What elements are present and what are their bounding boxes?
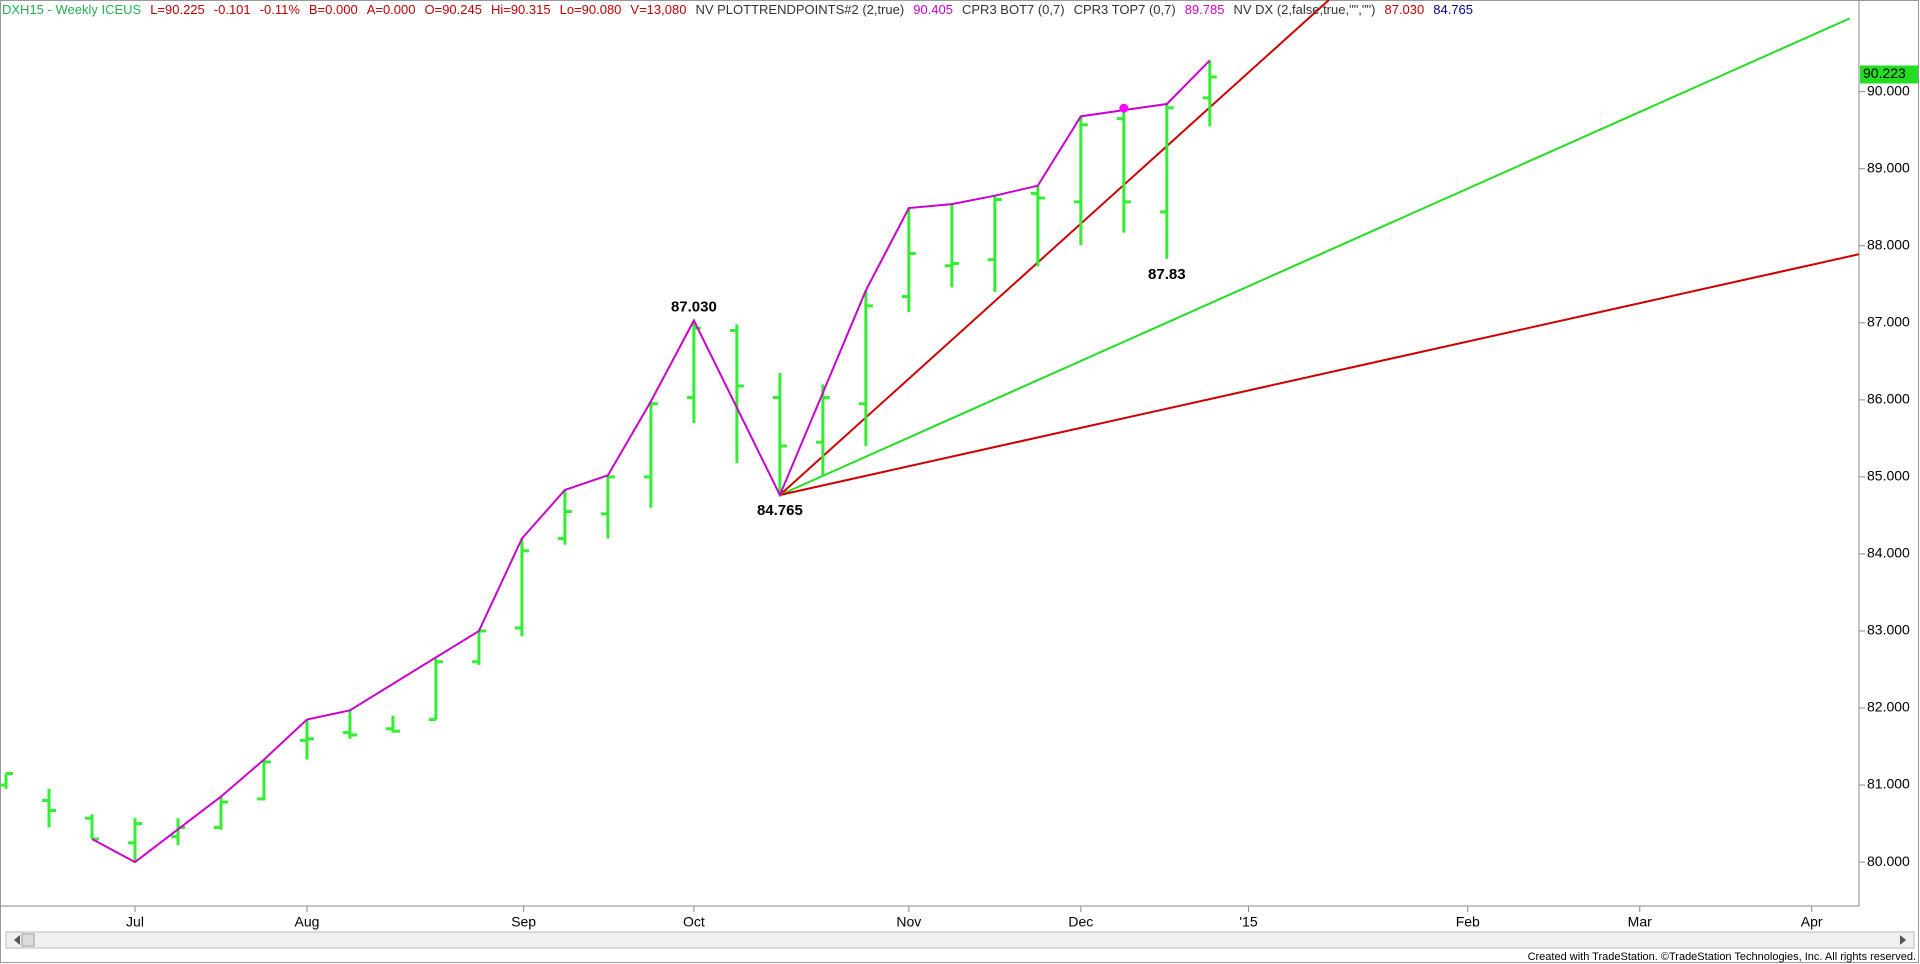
scroll-left[interactable] — [14, 935, 20, 945]
footer: Created with TradeStation. ©TradeStation… — [1528, 951, 1916, 963]
header-item: -0.11% — [259, 2, 300, 17]
y-tick-label: 86.000 — [1867, 391, 1910, 407]
marker — [1119, 103, 1129, 113]
y-tick-label: 88.000 — [1867, 236, 1910, 252]
y-tick-label: 89.000 — [1867, 159, 1910, 175]
x-tick-label: '15 — [1239, 914, 1257, 930]
header-item: -0.101 — [213, 2, 251, 17]
x-tick-label: Mar — [1628, 914, 1652, 930]
header-item: V=13,080 — [630, 2, 687, 17]
header-item: A=0.000 — [366, 2, 416, 17]
header-item: CPR3 BOT7 (0,7) — [962, 2, 1065, 17]
header-item: DXH15 - Weekly ICEUS — [2, 2, 142, 17]
header-item: L=90.225 — [150, 2, 205, 17]
header-item: O=90.245 — [424, 2, 482, 17]
header: DXH15 - Weekly ICEUS L=90.225 -0.101 -0.11%… — [2, 2, 1482, 17]
plot — [0, 0, 1859, 864]
y-tick-label: 80.000 — [1867, 853, 1910, 869]
x-tick-label: Sep — [511, 914, 536, 930]
scroll-thumb[interactable] — [21, 933, 35, 947]
x-tick-label: Aug — [295, 914, 320, 930]
y-tick-label: 82.000 — [1867, 699, 1910, 715]
trend-line — [779, 17, 1850, 496]
header-item: B=0.000 — [308, 2, 358, 17]
trend-line — [779, 0, 1330, 496]
scroll-right[interactable] — [1900, 935, 1906, 945]
y-tick-label: 83.000 — [1867, 622, 1910, 638]
y-tick-label: 84.000 — [1867, 545, 1910, 561]
header-item: 90.405 — [913, 2, 953, 17]
header-item: 87.030 — [1384, 2, 1425, 17]
last-price-label: 90.223 — [1863, 65, 1906, 81]
header-item: 89.785 — [1184, 2, 1225, 17]
header-item: CPR3 TOP7 (0,7) — [1073, 2, 1176, 17]
x-tick-label: Feb — [1456, 914, 1480, 930]
header-item: NV PLOTTRENDPOINTS#2 (2,true) — [695, 2, 905, 17]
x-tick-label: Nov — [896, 914, 921, 930]
y-tick-label: 85.000 — [1867, 468, 1910, 484]
y-tick-label: 90.000 — [1867, 82, 1910, 98]
x-tick-label: Apr — [1801, 914, 1823, 930]
annotation: 84.765 — [757, 502, 803, 519]
scrollbar[interactable] — [5, 931, 1915, 949]
annotation: 87.030 — [671, 298, 717, 315]
x-tick-label: Jul — [126, 914, 144, 930]
swing-line — [91, 59, 1211, 864]
header-item: Hi=90.315 — [490, 2, 551, 17]
x-tick-label: Dec — [1068, 914, 1093, 930]
y-tick-label: 81.000 — [1867, 776, 1910, 792]
header-item: 84.765 — [1433, 2, 1474, 17]
header-item: Lo=90.080 — [559, 2, 622, 17]
annotation: 87.83 — [1148, 266, 1186, 283]
last-price-box — [1860, 65, 1918, 84]
trend-line — [779, 253, 1859, 496]
header-item: NV DX (2,false,true,"","") — [1233, 2, 1376, 17]
y-tick-label: 87.000 — [1867, 314, 1910, 330]
x-tick-label: Oct — [683, 914, 705, 930]
